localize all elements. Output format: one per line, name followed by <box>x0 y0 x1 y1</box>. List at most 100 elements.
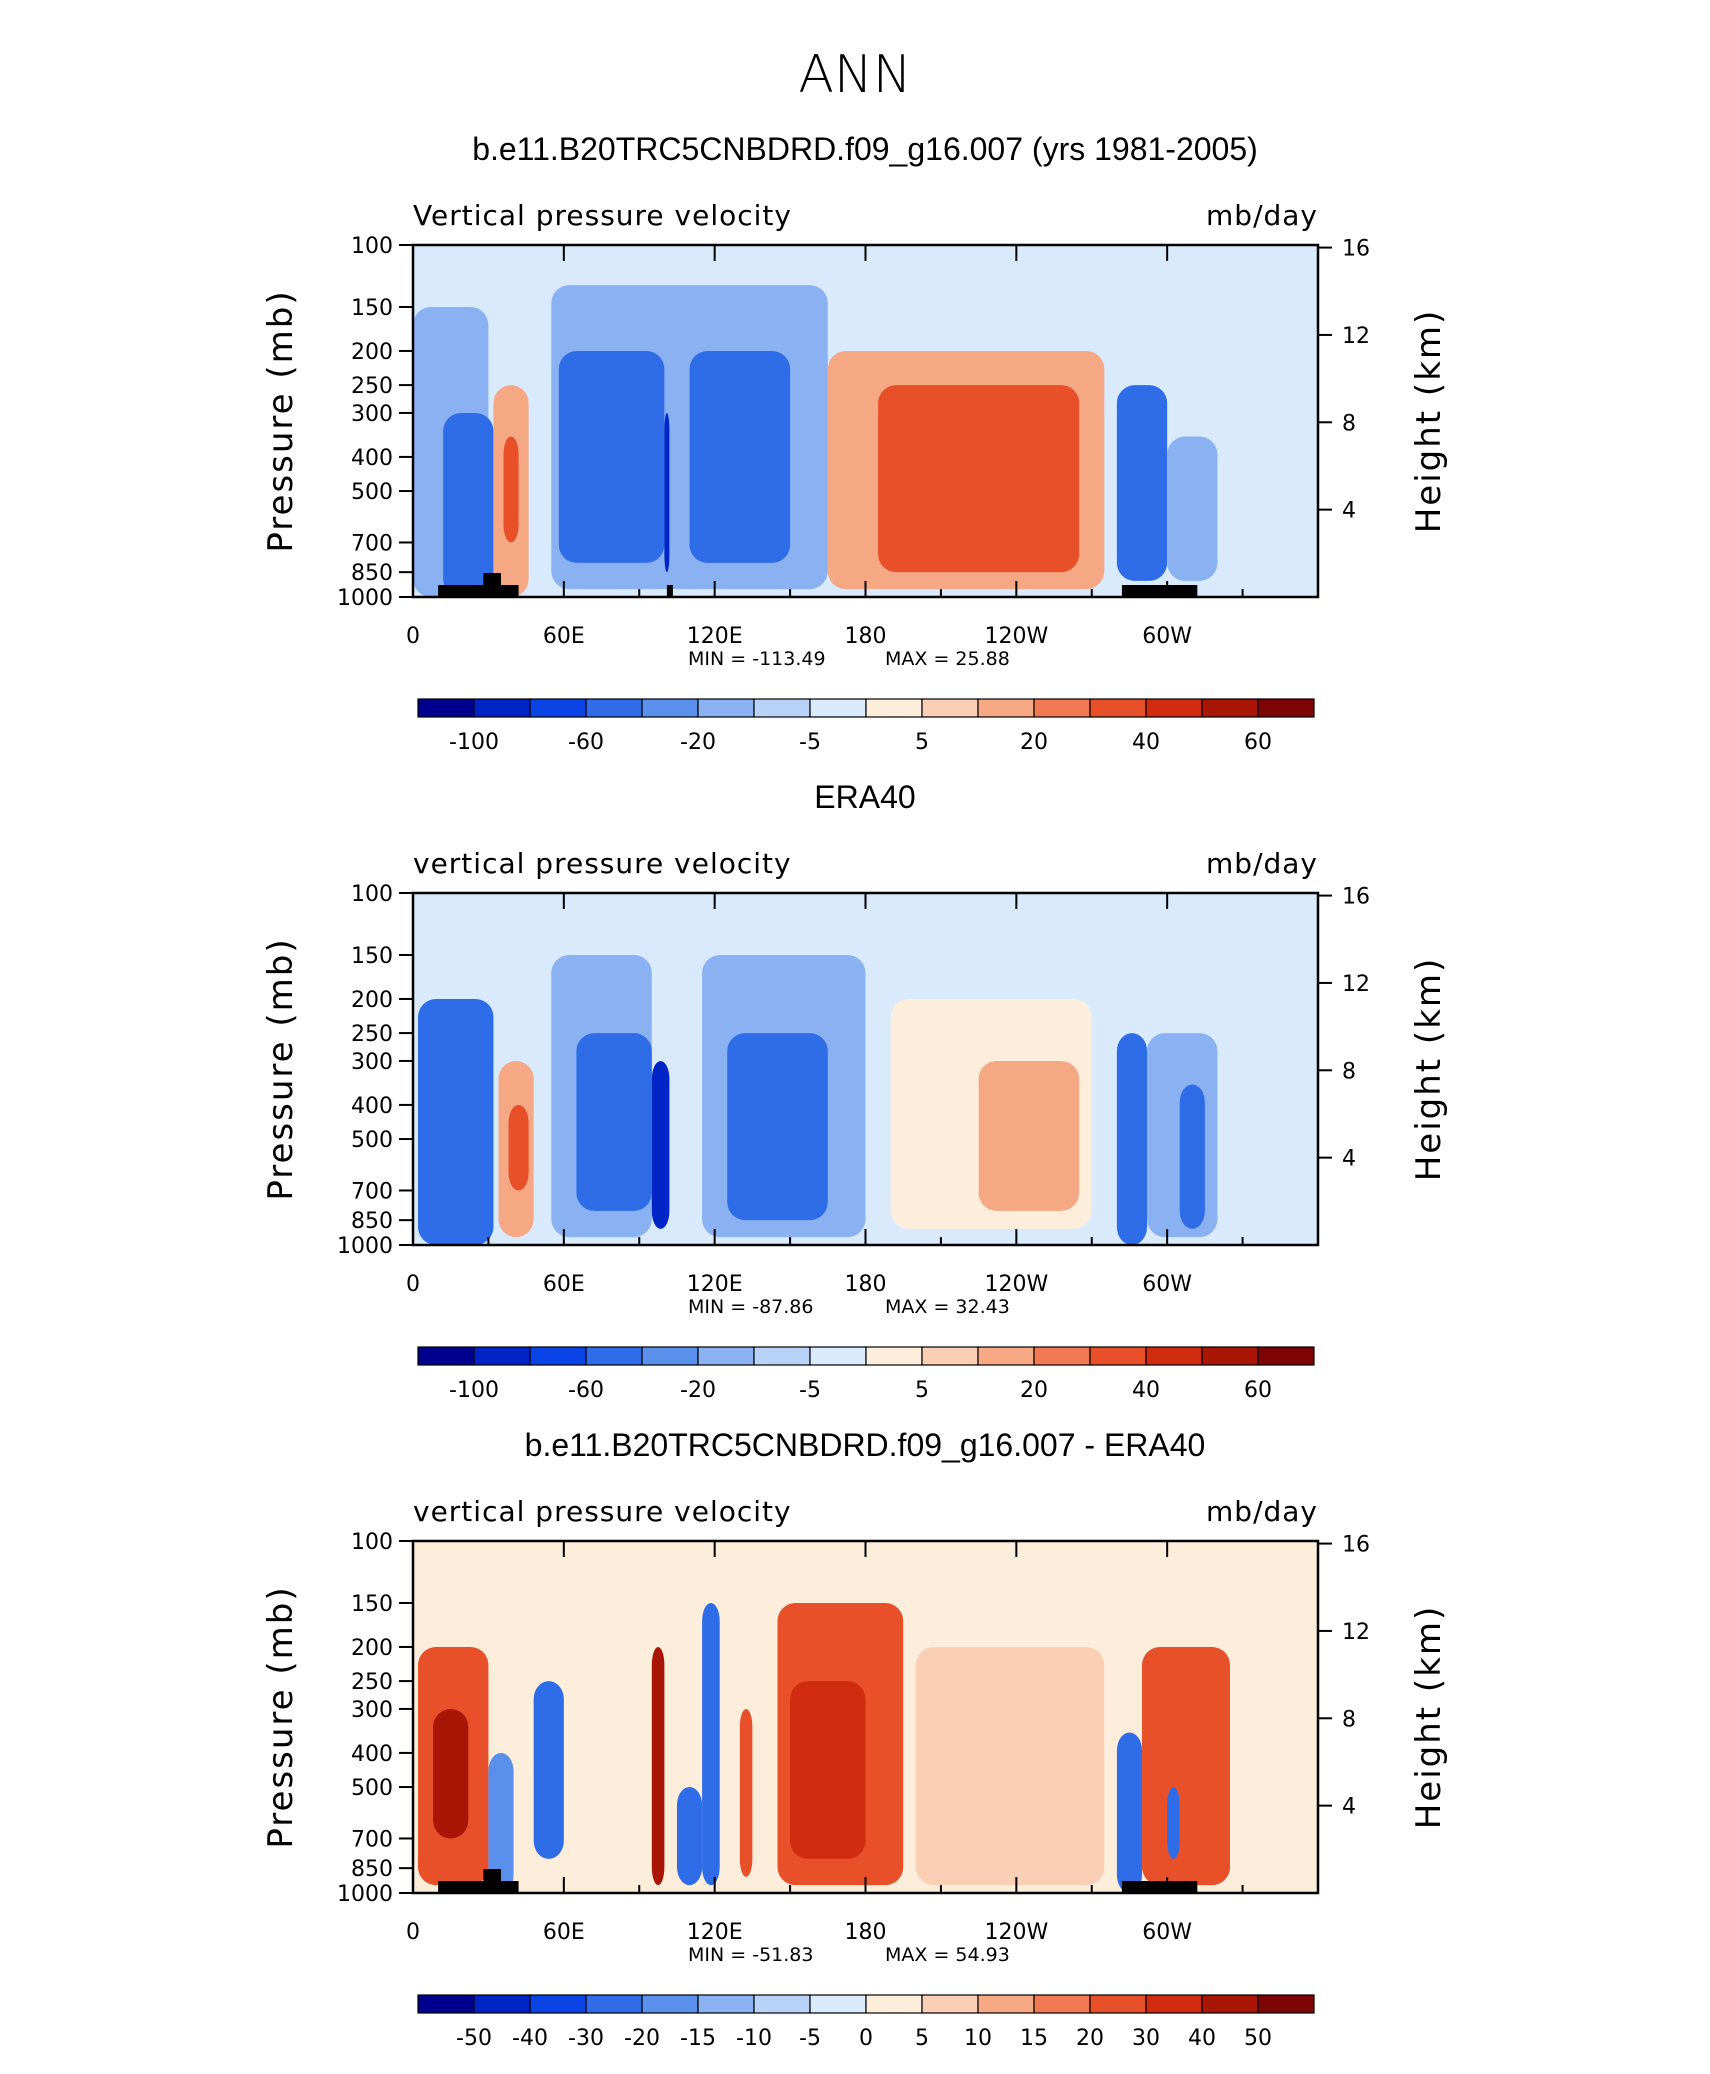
topography-plateau <box>483 573 501 597</box>
units-label: mb/day <box>1206 847 1318 880</box>
y2-tick-label: 16 <box>1342 237 1370 262</box>
colorbar-box <box>529 698 587 718</box>
contour-region <box>702 1602 720 1886</box>
contour-region <box>1116 1033 1148 1245</box>
colorbar-box <box>809 698 867 718</box>
colorbar-label: 5 <box>915 1378 929 1403</box>
min-label: MIN = -51.83 <box>688 1944 813 1966</box>
contour-region <box>689 350 791 563</box>
y2-tick-label: 16 <box>1342 1533 1370 1558</box>
colorbar-label: 10 <box>964 2026 992 2051</box>
contour-region <box>664 412 670 573</box>
colorbar-label: 5 <box>915 2026 929 2051</box>
colorbar-box <box>1145 698 1203 718</box>
colorbar-box <box>529 1346 587 1366</box>
colorbar-box <box>1145 1994 1203 2014</box>
colorbar-box <box>1089 1346 1147 1366</box>
panel-model: b.e11.B20TRC5CNBDRD.f09_g16.007 (yrs 198… <box>261 131 1449 755</box>
y-tick-label: 400 <box>351 446 393 471</box>
colorbar-label: -20 <box>680 1378 716 1403</box>
y-tick-label: 1000 <box>337 1882 393 1907</box>
colorbar-label: 30 <box>1132 2026 1160 2051</box>
colorbar-box <box>1033 1994 1091 2014</box>
field-label: Vertical pressure velocity <box>413 199 792 232</box>
panel-difference: b.e11.B20TRC5CNBDRD.f09_g16.007 - ERA40 v… <box>261 1427 1449 2051</box>
min-label: MIN = -113.49 <box>688 648 826 670</box>
colorbar-label: -100 <box>449 1378 499 1403</box>
y2-tick-label: 8 <box>1342 1059 1356 1084</box>
y-tick-label: 150 <box>351 296 393 321</box>
panel-era40: ERA40 vertical pressure velocity mb/day 100… <box>261 779 1449 1403</box>
y-tick-label: 850 <box>351 1857 393 1882</box>
y2-axis-label: Height (km) <box>1409 1605 1449 1830</box>
contour-region <box>739 1708 753 1877</box>
y-tick-label: 700 <box>351 1179 393 1204</box>
topography-andes <box>1121 585 1198 597</box>
units-label: mb/day <box>1206 1495 1318 1528</box>
colorbar: -100 -60 -20 -5 5 20 40 60 <box>417 698 1315 755</box>
colorbar-box <box>1033 698 1091 718</box>
colorbar-box <box>1145 1346 1203 1366</box>
x-tick-label: 120E <box>687 1272 743 1297</box>
y-tick-label: 500 <box>351 1128 393 1153</box>
x-tick-label: 60W <box>1142 624 1192 649</box>
colorbar-box <box>417 1346 475 1366</box>
contour-region <box>433 1708 469 1839</box>
colorbar-label: -50 <box>456 2026 492 2051</box>
colorbar-box <box>921 1346 979 1366</box>
contour-region <box>915 1646 1105 1886</box>
y-tick-label: 850 <box>351 1209 393 1234</box>
y-tick-label: 150 <box>351 944 393 969</box>
colorbar-box <box>473 1994 531 2014</box>
figure-title: ANN <box>798 45 911 105</box>
y-tick-label: 200 <box>351 340 393 365</box>
colorbar-box <box>865 1346 923 1366</box>
x-tick-label: 0 <box>406 1272 420 1297</box>
field-label: vertical pressure velocity <box>413 847 792 880</box>
contour-region <box>558 350 665 563</box>
contour-region <box>1116 1732 1143 1893</box>
contour-region <box>1167 1787 1180 1859</box>
colorbar-label: -15 <box>680 2026 716 2051</box>
colorbar-box <box>641 1994 699 2014</box>
y-tick-label: 400 <box>351 1742 393 1767</box>
y2-tick-label: 12 <box>1342 324 1370 349</box>
x-tick-label: 120E <box>687 1920 743 1945</box>
y-tick-label: 100 <box>351 1530 393 1555</box>
y-tick-label: 1000 <box>337 586 393 611</box>
y-tick-label: 300 <box>351 402 393 427</box>
y-tick-label: 700 <box>351 1827 393 1852</box>
contour-region <box>1116 385 1168 581</box>
contour-fills <box>418 954 1218 1245</box>
panel-title: b.e11.B20TRC5CNBDRD.f09_g16.007 (yrs 198… <box>472 131 1258 167</box>
colorbar-label: -100 <box>449 730 499 755</box>
colorbar: -100 -60 -20 -5 5 20 40 60 <box>417 1346 1315 1403</box>
contour-region <box>1179 1084 1205 1229</box>
topography-island <box>666 585 673 597</box>
colorbar-label: 40 <box>1132 730 1160 755</box>
x-tick-label: 120W <box>984 624 1048 649</box>
y2-tick-label: 8 <box>1342 411 1356 436</box>
colorbar-box <box>697 1346 755 1366</box>
y-tick-label: 200 <box>351 1636 393 1661</box>
colorbar-box <box>641 698 699 718</box>
y2-tick-label: 16 <box>1342 885 1370 910</box>
colorbar-box <box>921 1994 979 2014</box>
contour-fills <box>413 285 1268 597</box>
colorbar-label: -5 <box>799 730 821 755</box>
x-tick-label: 120W <box>984 1920 1048 1945</box>
panel-title: ERA40 <box>814 779 915 815</box>
y2-tick-label: 12 <box>1342 972 1370 997</box>
colorbar-box <box>809 1346 867 1366</box>
x-tick-label: 180 <box>845 624 887 649</box>
colorbar-box <box>585 698 643 718</box>
topography-plateau <box>483 1869 501 1893</box>
contour-region <box>978 1060 1080 1211</box>
colorbar-box <box>753 698 811 718</box>
y-tick-label: 250 <box>351 374 393 399</box>
colorbar-box <box>585 1994 643 2014</box>
colorbar-label: -60 <box>568 730 604 755</box>
colorbar-label: -60 <box>568 1378 604 1403</box>
colorbar-box <box>585 1346 643 1366</box>
